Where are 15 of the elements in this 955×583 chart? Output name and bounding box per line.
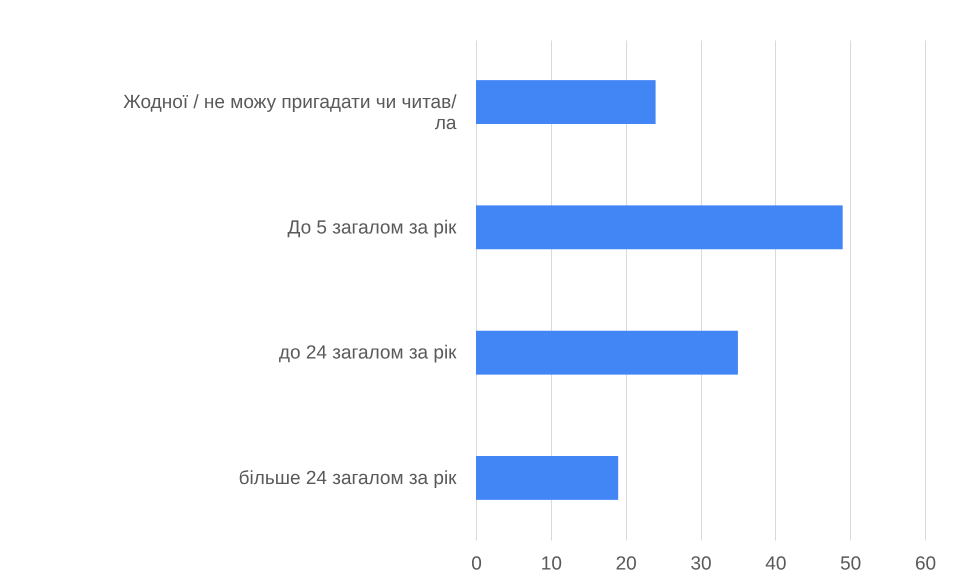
x-tick-label: 20 [616, 554, 637, 574]
x-tick-label: 50 [840, 554, 862, 574]
x-tick-label: 60 [914, 554, 936, 574]
x-tick-label: 40 [765, 554, 786, 574]
y-tick-label: більше 24 загалом за рік [238, 468, 458, 489]
bar [476, 456, 618, 500]
x-tick-label: 30 [690, 554, 712, 574]
y-tick-label: До 5 загалом за рік [288, 217, 458, 238]
x-tick-label: 0 [471, 554, 482, 574]
y-tick-label: Жодної / не можу пригадати чи читав/ла [123, 92, 458, 134]
bar [476, 80, 656, 124]
bar [476, 330, 738, 375]
bar [476, 205, 843, 250]
x-tick-label: 10 [540, 554, 562, 574]
y-tick-label: до 24 загалом за рік [278, 342, 458, 364]
